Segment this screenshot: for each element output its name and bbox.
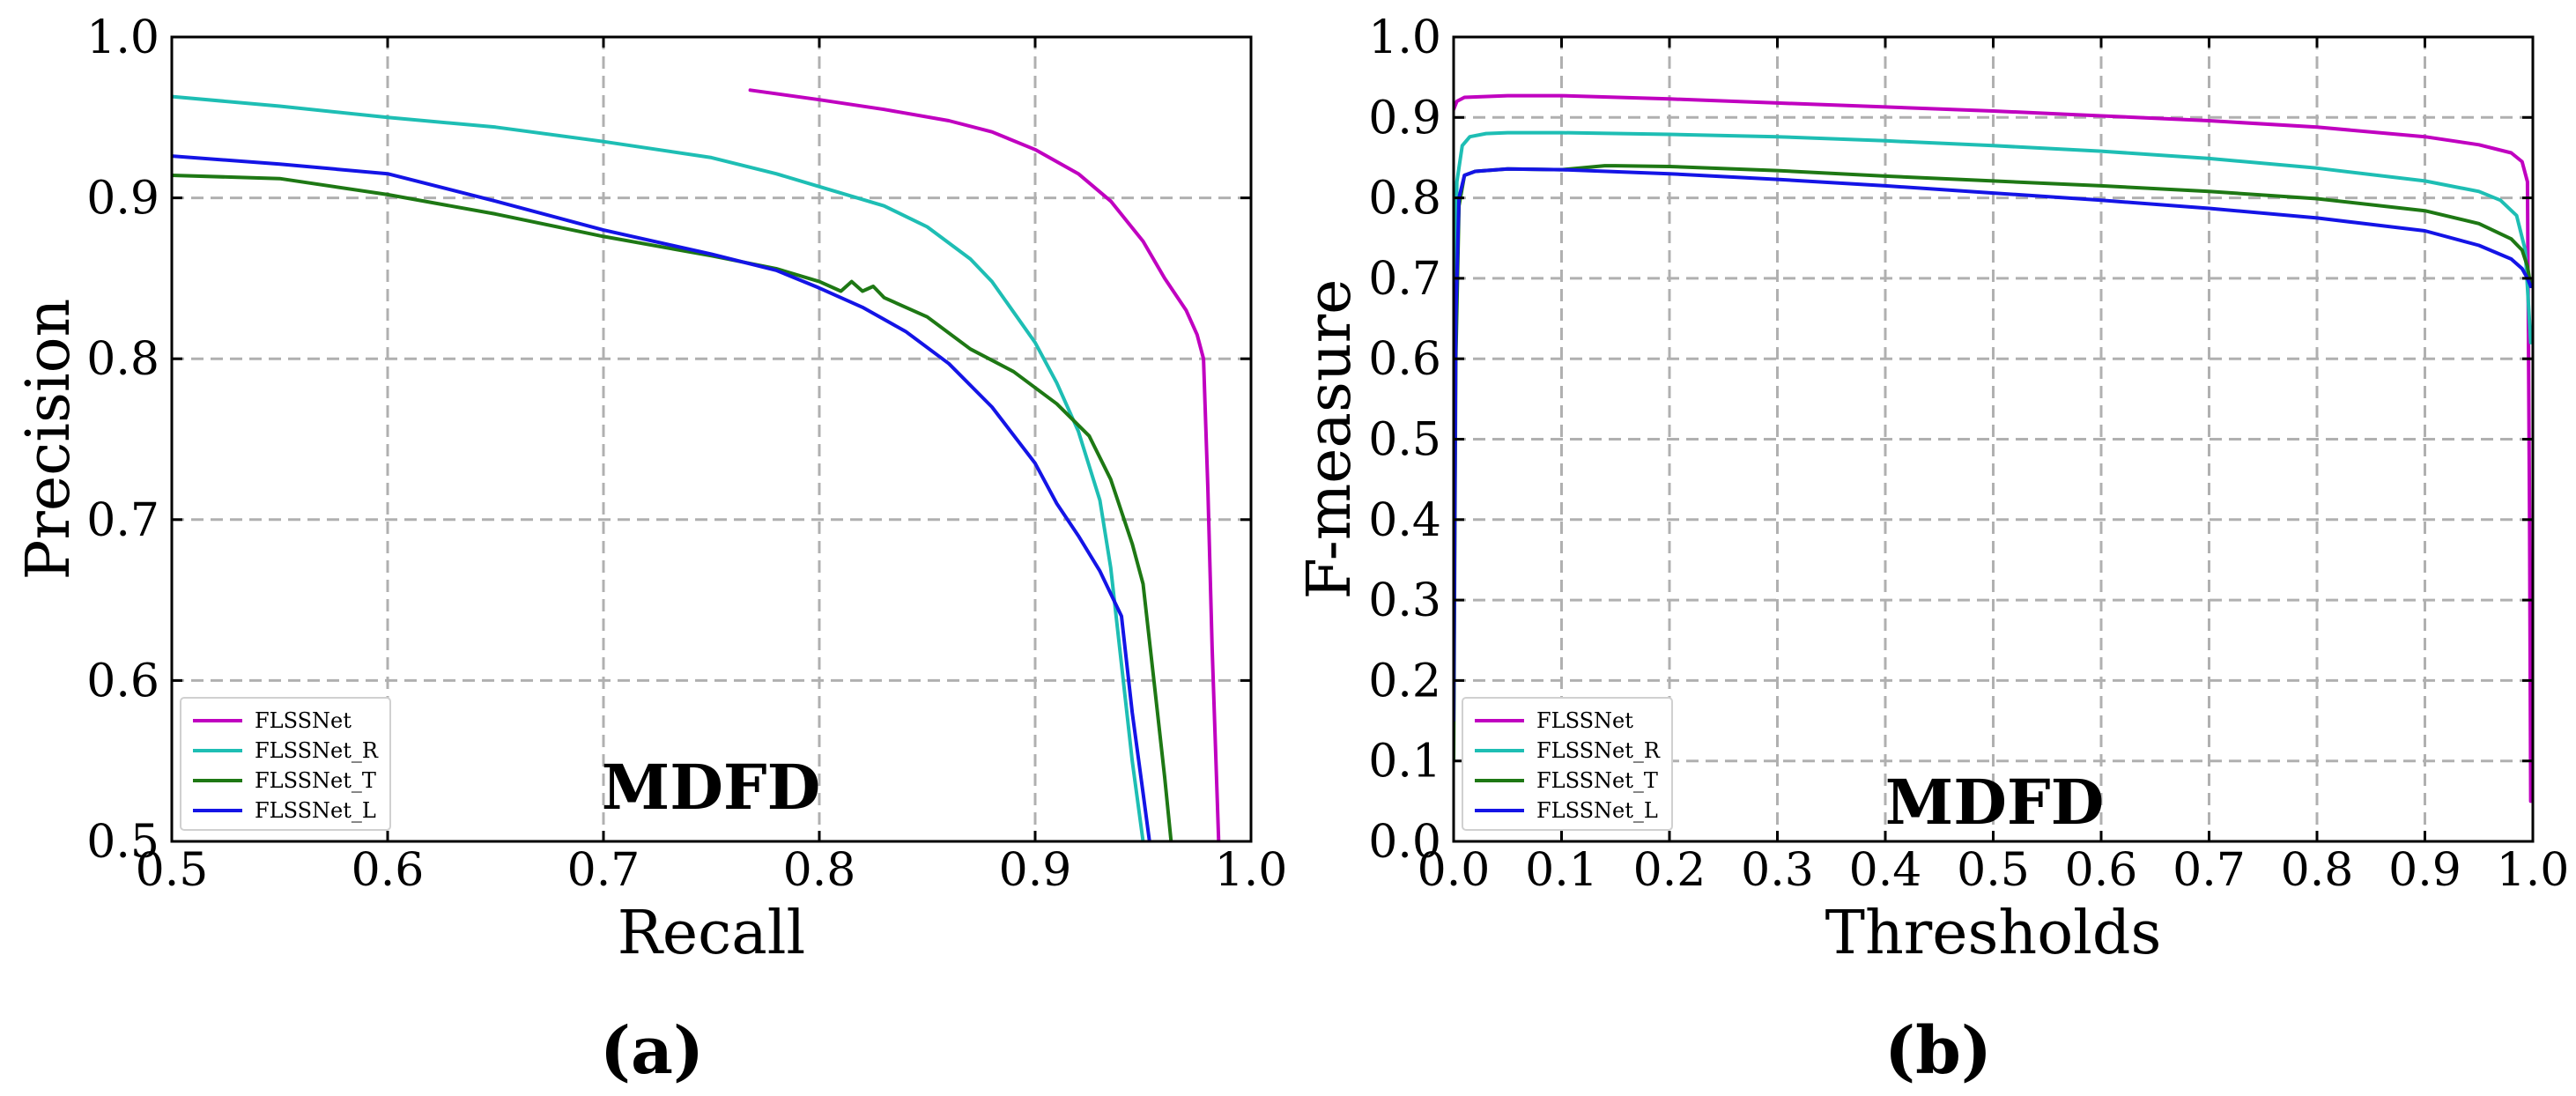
- chart-b-xtick-label: 0.6: [2065, 844, 2138, 897]
- chart-a-xtick-label: 0.9: [999, 844, 1072, 897]
- chart-a-legend: FLSSNet FLSSNet_R FLSSNet_T FLSSNet_L: [180, 697, 391, 831]
- chart-b-xtick-label: 0.9: [2388, 844, 2461, 897]
- chart-b-ylabel: F-measure: [1295, 279, 1365, 600]
- chart-b-ytick-label: 0.9: [1368, 92, 1441, 144]
- chart-a-ytick-label: 0.6: [86, 655, 159, 707]
- chart-a-legend-label: FLSSNet_R: [255, 738, 379, 763]
- chart-a-ytick-label: 0.9: [86, 173, 159, 226]
- chart-b-xtick-label: 0.8: [2281, 844, 2354, 897]
- chart-a-legend-label: FLSSNet_T: [255, 768, 376, 793]
- chart-a-line-flssnet-t: [172, 174, 1173, 841]
- chart-b-panel-label: (b): [1884, 1013, 1992, 1089]
- chart-b-xtick-label: 0.4: [1849, 844, 1922, 897]
- chart-b-xlabel: Thresholds: [1825, 899, 2162, 968]
- chart-b-legend-label: FLSSNet: [1536, 708, 1633, 733]
- chart-b-ytick-label: 0.1: [1368, 736, 1441, 789]
- chart-a-legend-label: FLSSNet_L: [255, 798, 376, 823]
- chart-a-xlabel: Recall: [618, 899, 806, 968]
- chart-b-legend-box: [1462, 697, 1673, 831]
- chart-b-ytick-label: 0.4: [1368, 494, 1441, 547]
- chart-b-xtick-label: 0.1: [1525, 844, 1598, 897]
- chart-a-xtick-label: 0.7: [567, 844, 640, 897]
- chart-b-line-flssnet-l: [1454, 167, 2533, 722]
- chart-a-line-flssnet-r: [172, 94, 1145, 841]
- chart-a-xtick-label: 0.6: [352, 844, 425, 897]
- chart-a-line-flssnet: [748, 88, 1221, 841]
- chart-b-xtick-label: 0.5: [1957, 844, 2030, 897]
- chart-b-dataset-label: MDFD: [1885, 766, 2105, 839]
- chart-a-panel-label: (a): [600, 1013, 704, 1089]
- chart-b: 0.0 0.1 0.2 0.3 0.4 0.5 0.6 0.7 0.8 0.9 1.0 0.0 0.1 0…: [1295, 11, 2569, 1089]
- chart-b-ytick-label: 0.0: [1368, 816, 1441, 869]
- chart-b-xtick-label: 0.0: [1418, 844, 1491, 897]
- chart-a-xtick-label: 0.5: [136, 844, 209, 897]
- chart-a-ytick-label: 0.8: [86, 333, 159, 386]
- chart-b-legend-label: FLSSNet_T: [1536, 768, 1658, 793]
- chart-b-legend-label: FLSSNet_L: [1536, 798, 1658, 823]
- chart-b-xtick-label: 0.7: [2173, 844, 2246, 897]
- chart-a-legend-label: FLSSNet: [255, 708, 352, 733]
- chart-b-ytick-label: 0.6: [1368, 333, 1441, 386]
- chart-b-ytick-label: 0.8: [1368, 173, 1441, 226]
- chart-a-series: [172, 88, 1221, 841]
- chart-b-ytick-label: 0.5: [1368, 414, 1441, 467]
- chart-b-legend-label: FLSSNet_R: [1536, 738, 1661, 763]
- chart-a-ytick-label: 0.5: [86, 816, 159, 869]
- chart-b-xtick-label: 0.3: [1741, 844, 1814, 897]
- chart-b-xtick-label: 0.2: [1633, 844, 1706, 897]
- chart-b-series: [1454, 93, 2533, 803]
- chart-b-xtick-label: 1.0: [2497, 844, 2570, 897]
- chart-a: 0.5 0.6 0.7 0.8 0.9 1.0 0.5 0.6 0.7 0.8 0.9 1.0 Reca…: [14, 11, 1287, 1089]
- chart-a-xtick-label: 1.0: [1215, 844, 1288, 897]
- chart-b-ytick-label: 0.7: [1368, 253, 1441, 306]
- chart-b-ytick-label: 0.2: [1368, 655, 1441, 707]
- chart-a-ytick-label: 1.0: [86, 11, 159, 64]
- chart-a-dataset-label: MDFD: [602, 751, 821, 824]
- chart-a-plot-frame: [170, 35, 1253, 843]
- chart-a-xtick-label: 0.8: [783, 844, 856, 897]
- chart-a-ytick-label: 0.7: [86, 494, 159, 547]
- chart-b-line-flssnet: [1454, 93, 2533, 803]
- chart-a-line-flssnet-l: [172, 154, 1151, 841]
- chart-b-line-flssnet-r: [1454, 130, 2533, 361]
- chart-a-legend-box: [180, 697, 391, 831]
- chart-b-ytick-label: 0.3: [1368, 574, 1441, 627]
- chart-b-ytick-label: 1.0: [1368, 11, 1441, 64]
- chart-a-ylabel: Precision: [14, 299, 84, 581]
- chart-b-legend: FLSSNet FLSSNet_R FLSSNet_T FLSSNet_L: [1462, 697, 1673, 831]
